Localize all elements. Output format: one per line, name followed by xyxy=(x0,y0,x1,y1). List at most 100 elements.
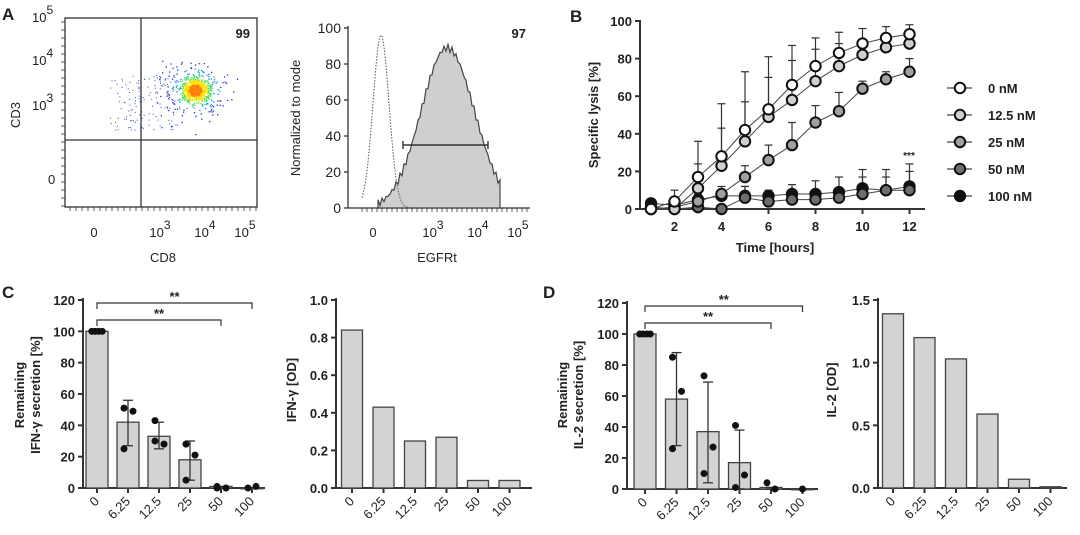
data-point xyxy=(762,103,775,116)
scatter-event xyxy=(197,79,199,81)
data-point xyxy=(879,73,893,86)
scatter-frame xyxy=(64,17,258,208)
scatter-event xyxy=(186,97,188,99)
scatter-event xyxy=(173,75,175,77)
scatter-event xyxy=(182,86,185,88)
data-point xyxy=(785,193,799,206)
scatter-event xyxy=(110,123,112,125)
significance-label: ** xyxy=(154,306,165,321)
scatter-event xyxy=(189,91,191,94)
scatter-event xyxy=(172,99,174,101)
lysis-time-course: 0 20 40 60 80 100 2 4 6 8 10 12 Time [hours] Specif… xyxy=(586,14,1036,255)
scatter-event xyxy=(208,88,210,90)
scatter-event xyxy=(205,101,207,103)
scatter-event xyxy=(217,88,219,91)
scatter-event xyxy=(192,85,194,88)
scatter-event xyxy=(193,102,195,104)
scatter-event xyxy=(196,82,198,84)
scatter-event xyxy=(171,120,173,122)
scatter-event xyxy=(143,127,145,129)
scatter-event xyxy=(206,88,208,90)
scatter-event xyxy=(183,78,185,81)
scatter-event xyxy=(196,77,198,79)
scatter-event xyxy=(167,90,169,92)
legend-marker xyxy=(953,135,967,149)
data-point xyxy=(832,46,846,60)
scatter-event xyxy=(143,78,145,80)
scatter-event xyxy=(210,86,212,88)
y-tick-exponent: 5 xyxy=(46,3,53,17)
scatter-event xyxy=(179,108,181,110)
scatter-event xyxy=(190,95,192,98)
data-point xyxy=(809,59,822,73)
data-point xyxy=(151,417,159,425)
scatter-event xyxy=(208,98,210,100)
x-tick-label: 25 xyxy=(431,494,452,515)
scatter-event xyxy=(203,103,205,105)
scatter-event xyxy=(185,70,188,72)
scatter-event xyxy=(187,78,189,81)
scatter-event xyxy=(186,107,188,110)
bar xyxy=(976,413,999,489)
scatter-event xyxy=(216,104,218,106)
scatter-event xyxy=(236,78,239,80)
scatter-event xyxy=(197,97,200,99)
scatter-event xyxy=(208,111,210,113)
scatter-event xyxy=(208,91,210,93)
scatter-event xyxy=(121,86,123,88)
scatter-event xyxy=(191,91,193,93)
scatter-event xyxy=(184,86,186,89)
scatter-event xyxy=(182,87,184,90)
y-tick-label: 40 xyxy=(61,418,75,433)
scatter-event xyxy=(131,120,133,122)
scatter-event xyxy=(181,61,183,64)
scatter-event xyxy=(204,98,206,100)
scatter-event xyxy=(172,90,174,92)
scatter-event xyxy=(207,102,209,105)
scatter-event xyxy=(152,105,154,107)
scatter-event xyxy=(211,108,213,111)
scatter-event xyxy=(217,93,219,96)
data-point xyxy=(903,27,916,41)
x-tick-label: 0 xyxy=(369,225,376,240)
scatter-event xyxy=(196,90,198,93)
series-line xyxy=(650,33,910,210)
scatter-event xyxy=(174,100,176,102)
scatter-event xyxy=(206,86,208,88)
scatter-event xyxy=(129,126,131,128)
legend-label: 50 nM xyxy=(988,162,1025,177)
scatter-event xyxy=(155,92,157,94)
scatter-event xyxy=(203,92,205,95)
x-tick-label: 105 xyxy=(507,218,528,240)
significance-label: ** xyxy=(719,292,730,307)
scatter-event xyxy=(212,105,214,107)
scatter-event xyxy=(186,94,189,96)
x-tick-label: 100 xyxy=(231,494,257,520)
significance-label: ** xyxy=(703,309,714,324)
scatter-event xyxy=(197,96,199,98)
scatter-event xyxy=(192,94,194,96)
legend-marker xyxy=(953,81,967,95)
scatter-event xyxy=(179,106,181,108)
scatter-event xyxy=(184,99,186,101)
y-axis-label: Specific lysis [%] xyxy=(586,62,601,168)
scatter-event xyxy=(195,96,197,98)
x-axis-label: CD8 xyxy=(150,250,176,265)
scatter-event xyxy=(191,99,194,101)
scatter-event xyxy=(164,84,166,86)
scatter-event xyxy=(127,88,129,90)
scatter-event xyxy=(188,88,190,90)
scatter-event xyxy=(201,92,203,94)
scatter-event xyxy=(196,88,198,90)
scatter-event xyxy=(202,83,205,85)
scatter-event xyxy=(200,83,203,85)
scatter-event xyxy=(212,110,215,112)
scatter-event xyxy=(116,83,118,85)
scatter-event xyxy=(184,98,187,100)
scatter-event xyxy=(186,100,188,102)
data-point xyxy=(669,445,676,453)
scatter-event xyxy=(197,85,199,87)
x-tick-label: 8 xyxy=(812,219,819,234)
x-tick-label: 12.5 xyxy=(685,495,714,524)
scatter-event xyxy=(163,83,165,85)
